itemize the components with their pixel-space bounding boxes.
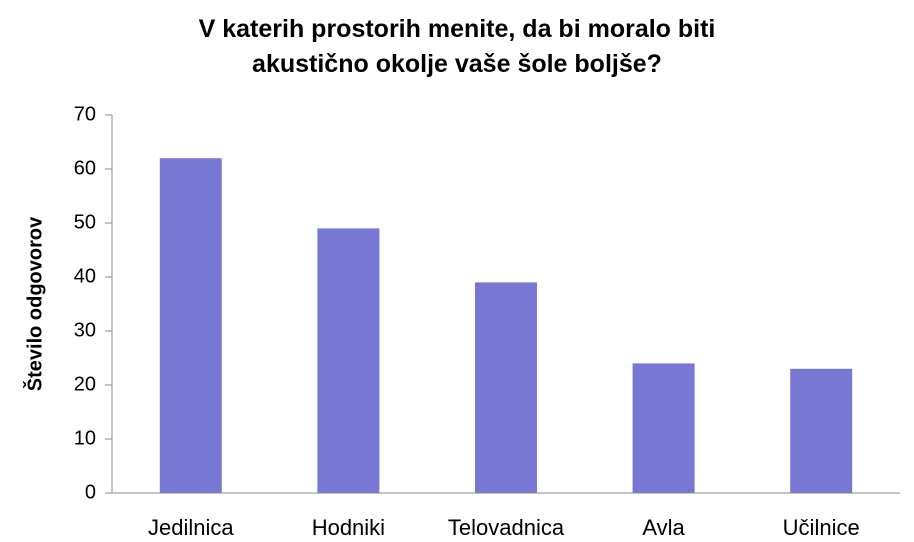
bar [632, 363, 695, 493]
y-tick-label: 50 [74, 211, 96, 233]
y-tick-label: 30 [74, 319, 96, 341]
y-tick-label: 40 [74, 265, 96, 287]
x-tick-label: Hodniki [312, 515, 385, 540]
bar [317, 228, 380, 493]
y-tick-label: 10 [74, 427, 96, 449]
chart-title: V katerih prostorih menite, da bi moralo… [198, 15, 716, 78]
y-tick-label: 70 [74, 103, 96, 125]
y-tick-label: 60 [74, 157, 96, 179]
y-axis-label: Število odgovorov [22, 216, 46, 391]
x-tick-label: Učilnice [783, 515, 860, 540]
y-tick-label: 0 [85, 481, 96, 503]
x-tick-label: Jedilnica [148, 515, 234, 540]
bar [790, 368, 853, 493]
y-tick-label: 20 [74, 373, 96, 395]
bar [475, 282, 537, 493]
x-tick-label: Avla [642, 515, 685, 540]
x-tick-label: Telovadnica [448, 515, 565, 540]
bar [159, 158, 222, 493]
